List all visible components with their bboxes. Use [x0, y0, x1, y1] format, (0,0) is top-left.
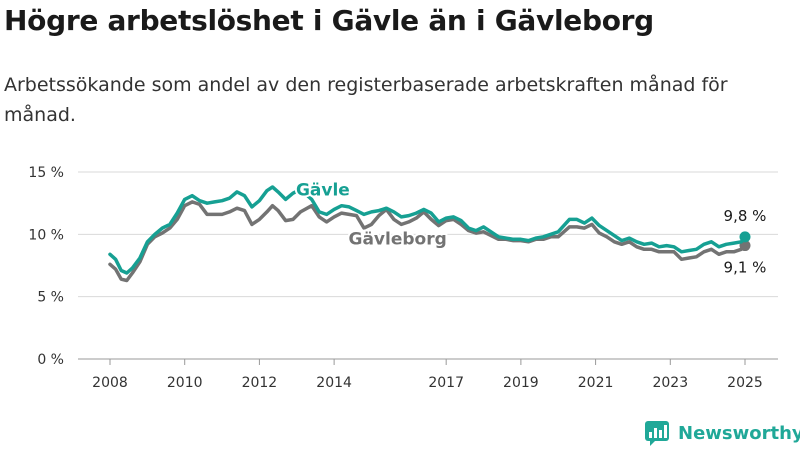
x-tick-label: 2012 [242, 375, 278, 391]
brand-name: Newsworthy [678, 422, 800, 444]
label-layer: Gävleborg 9,1 % Gävle 9,8 % [294, 179, 767, 277]
y-tick-label: 5 % [37, 290, 64, 306]
series-line-gavleborg [108, 200, 747, 283]
x-axis: 2008 2010 2012 2014 2017 2019 2021 2023 2025 [92, 359, 763, 391]
y-axis: 0 % 5 % 10 % 15 % [28, 165, 64, 368]
end-value-label-gavleborg: 9,1 % [724, 259, 767, 277]
x-tick-label: 2019 [503, 375, 539, 391]
grid-layer [78, 171, 778, 360]
end-point-gavle [739, 231, 751, 243]
series-label-gavleborg: Gävleborg [348, 229, 446, 249]
chart-subtitle: Arbetssökande som andel av den registerb… [4, 74, 728, 126]
y-tick-label: 15 % [28, 165, 64, 181]
x-tick-label: 2023 [652, 375, 688, 391]
chart-title: Högre arbetslöshet i Gävle än i Gävlebor… [4, 4, 654, 37]
x-tick-label: 2025 [727, 375, 763, 391]
x-tick-label: 2014 [316, 375, 352, 391]
brand[interactable]: Newsworthy [644, 419, 800, 447]
series-line-gavle [108, 185, 747, 275]
end-value-label-gavle: 9,8 % [724, 207, 767, 225]
x-tick-label: 2008 [92, 375, 128, 391]
newsworthy-logo-icon [645, 421, 669, 446]
series-label-gavle: Gävle [296, 181, 350, 201]
series-layer [108, 185, 751, 283]
y-tick-label: 10 % [28, 227, 64, 243]
x-tick-label: 2021 [578, 375, 614, 391]
x-tick-label: 2017 [428, 375, 464, 391]
y-tick-label: 0 % [37, 352, 64, 368]
x-tick-label: 2010 [167, 375, 203, 391]
